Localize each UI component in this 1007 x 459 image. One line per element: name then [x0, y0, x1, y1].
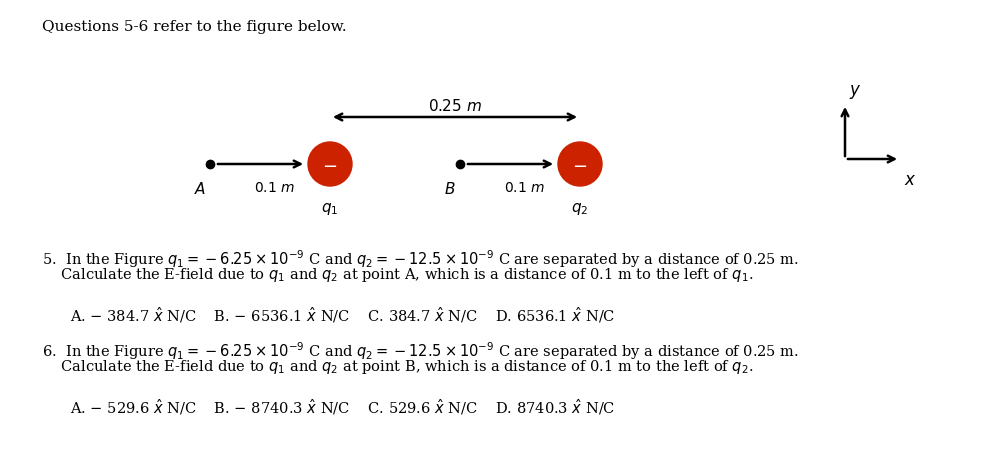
Text: $x$: $x$: [904, 172, 916, 189]
Text: $-$: $-$: [322, 156, 337, 174]
Circle shape: [308, 143, 352, 187]
Text: Questions 5-6 refer to the figure below.: Questions 5-6 refer to the figure below.: [42, 20, 346, 34]
Text: $0.1\ m$: $0.1\ m$: [255, 180, 296, 195]
Circle shape: [558, 143, 602, 187]
Text: Calculate the E-field due to $q_1$ and $q_2$ at point A, which is a distance of : Calculate the E-field due to $q_1$ and $…: [42, 265, 753, 283]
Text: A. $-$ 384.7 $\hat{x}$ N/C    B. $-$ 6536.1 $\hat{x}$ N/C    C. 384.7 $\hat{x}$ : A. $-$ 384.7 $\hat{x}$ N/C B. $-$ 6536.1…: [70, 305, 615, 325]
Text: $q_2$: $q_2$: [571, 201, 589, 217]
Text: $y$: $y$: [849, 83, 861, 101]
Text: Calculate the E-field due to $q_1$ and $q_2$ at point B, which is a distance of : Calculate the E-field due to $q_1$ and $…: [42, 357, 753, 375]
Text: $0.1\ m$: $0.1\ m$: [505, 180, 546, 195]
Text: 5.  In the Figure $q_1 = -6.25 \times 10^{-9}$ C and $q_2 = -12.5 \times 10^{-9}: 5. In the Figure $q_1 = -6.25 \times 10^…: [42, 247, 799, 269]
Text: $-$: $-$: [572, 156, 587, 174]
Text: $q_1$: $q_1$: [321, 201, 338, 217]
Text: $0.25\ m$: $0.25\ m$: [428, 98, 482, 114]
Text: $A$: $A$: [194, 180, 206, 196]
Text: A. $-$ 529.6 $\hat{x}$ N/C    B. $-$ 8740.3 $\hat{x}$ N/C    C. 529.6 $\hat{x}$ : A. $-$ 529.6 $\hat{x}$ N/C B. $-$ 8740.3…: [70, 397, 615, 416]
Text: $B$: $B$: [444, 180, 456, 196]
Text: 6.  In the Figure $q_1 = -6.25 \times 10^{-9}$ C and $q_2 = -12.5 \times 10^{-9}: 6. In the Figure $q_1 = -6.25 \times 10^…: [42, 339, 799, 361]
